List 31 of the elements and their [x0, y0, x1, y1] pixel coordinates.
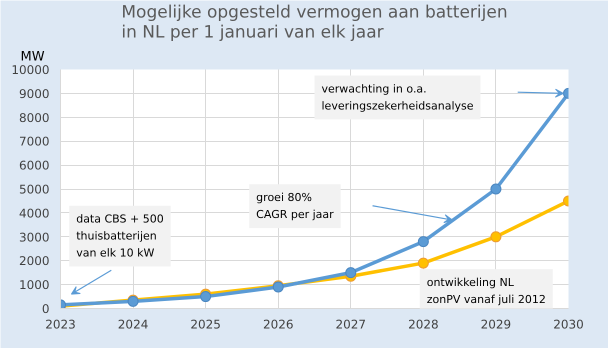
- annotation: verwachting in o.a. leveringszekerheidsanalyse: [322, 82, 474, 112]
- y-tick-label: 4000: [18, 206, 50, 220]
- x-tick-label: 2028: [408, 318, 439, 332]
- x-tick-label: 2027: [336, 318, 366, 332]
- annotation: data CBS + 500 thuisbatterijen van elk 10 kW: [76, 212, 164, 260]
- annotation: ontwikkeling NL zonPV vanaf juli 2012: [426, 276, 546, 306]
- x-tick-label: 2030: [553, 318, 584, 332]
- y-axis-title: MW: [20, 50, 45, 64]
- y-tick-label: 0: [42, 302, 50, 316]
- y-tick-label: 2000: [18, 254, 50, 268]
- x-tick-label: 2026: [262, 318, 294, 332]
- chart-title: Mogelijke opgesteld vermogen aan batterijen in NL per 1 januari van elk jaar: [121, 2, 508, 42]
- y-tick-label: 6000: [18, 158, 50, 173]
- y-tick-label: 9000: [18, 86, 50, 101]
- annotation: groei 80% CAGR per jaar: [256, 191, 334, 222]
- point: [490, 184, 502, 194]
- x-tick-label: 2029: [480, 318, 512, 332]
- y-tick-label: 7000: [18, 134, 50, 149]
- y-tick-label: 5000: [18, 182, 50, 196]
- point: [418, 258, 429, 269]
- point: [418, 236, 429, 248]
- y-tick-label: 10000: [11, 63, 50, 77]
- y-tick-label: 3000: [18, 230, 50, 244]
- point: [490, 231, 502, 242]
- x-tick-label: 2024: [118, 318, 148, 332]
- y-tick-label: 1000: [18, 278, 50, 292]
- y-tick-label: 8000: [18, 110, 50, 125]
- point: [200, 291, 212, 302]
- point: [345, 267, 356, 278]
- x-tick-label: 2025: [190, 318, 221, 332]
- x-tick-label: 2023: [45, 318, 76, 332]
